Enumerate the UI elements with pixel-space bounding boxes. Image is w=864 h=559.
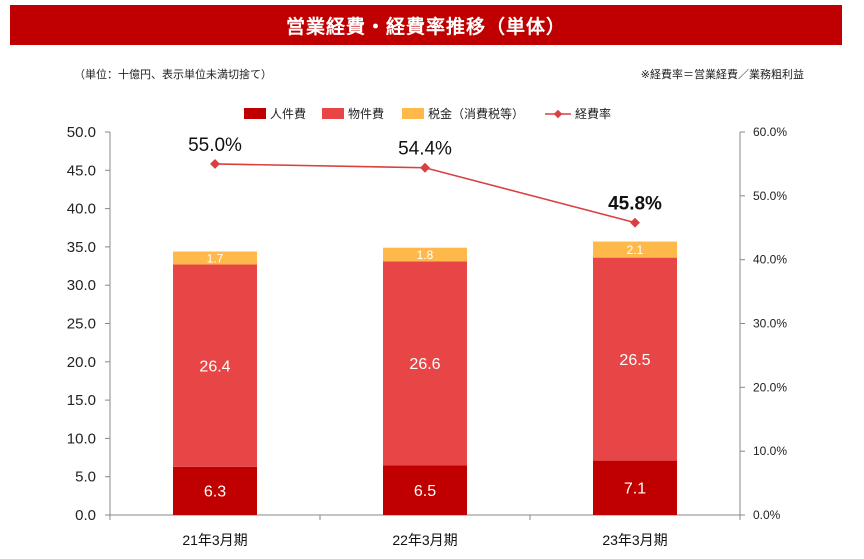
bar-value-label: 26.6: [409, 356, 440, 373]
bar-value-label: 1.7: [207, 251, 224, 265]
left-axis-tick-label: 10.0: [67, 430, 96, 447]
left-axis-tick-label: 40.0: [67, 201, 96, 218]
bar-value-label: 6.3: [204, 484, 226, 501]
ratio-point-marker: [420, 162, 430, 173]
right-axis-tick-label: 50.0%: [753, 189, 787, 203]
ratio-point-label: 54.4%: [398, 139, 452, 160]
right-axis-tick-label: 10.0%: [753, 444, 787, 458]
x-axis-category-label: 21年3月期: [182, 532, 247, 548]
left-axis-tick-label: 45.0: [67, 162, 96, 179]
left-axis-tick-label: 50.0: [67, 124, 96, 141]
bar-segment-personnel: [593, 460, 677, 515]
right-axis-tick-label: 0.0%: [753, 508, 781, 522]
left-axis-tick-label: 25.0: [67, 316, 96, 333]
ratio-definition-note: ※経費率＝営業経費／業務粗利益: [640, 68, 804, 81]
legend-label: 税金（消費税等）: [428, 106, 524, 121]
ratio-point-label: 55.0%: [188, 135, 242, 156]
ratio-point-marker: [630, 217, 640, 228]
legend-label: 経費率: [575, 106, 611, 121]
bar-segment-property: [593, 257, 677, 461]
ratio-point-marker: [210, 158, 220, 169]
unit-note: （単位：十億円、表示単位未満切捨て）: [74, 68, 272, 81]
right-axis-tick-label: 40.0%: [753, 253, 787, 267]
left-axis-tick-label: 20.0: [67, 354, 96, 371]
bar-value-label: 6.5: [414, 483, 436, 500]
left-axis-tick-label: 35.0: [67, 239, 96, 256]
bar-value-label: 1.8: [417, 248, 434, 262]
left-axis-tick-label: 5.0: [75, 469, 96, 486]
chart-legend: 人件費 物件費 税金（消費税等） 経費率: [244, 106, 611, 121]
x-axis-category-label: 23年3月期: [602, 532, 667, 548]
right-axis-tick-label: 20.0%: [753, 380, 787, 394]
left-axis-tick-label: 0.0: [75, 507, 96, 524]
left-axis-tick-label: 15.0: [67, 392, 96, 409]
left-axis-tick-label: 30.0: [67, 277, 96, 294]
legend-label: 人件費: [270, 106, 306, 121]
bar-value-label: 26.5: [619, 352, 650, 369]
bar-value-label: 26.4: [199, 358, 230, 375]
legend-swatch: [244, 108, 266, 119]
legend-swatch: [322, 108, 344, 119]
bar-segment-tax: [593, 241, 677, 258]
legend-marker: [553, 109, 563, 119]
bar-segment-property: [173, 264, 257, 467]
right-axis-tick-label: 30.0%: [753, 317, 787, 331]
bar-value-label: 2.1: [627, 243, 644, 257]
bar-segment-personnel: [383, 465, 467, 515]
bar-segment-tax: [173, 251, 257, 265]
legend-label: 物件費: [348, 106, 384, 121]
bar-segment-property: [383, 261, 467, 466]
chart-bars: 6.3 26.4 1.7 6.5 26.6 1.8 7.1 26.5 2.1: [173, 241, 677, 515]
chart-title-bar: 営業経費・経費率推移（単体）: [10, 5, 842, 45]
bar-segment-tax: [383, 247, 467, 262]
legend-swatch: [402, 108, 424, 119]
ratio-point-label: 45.8%: [608, 194, 662, 215]
bar-value-label: 7.1: [624, 481, 646, 498]
right-axis-tick-label: 60.0%: [753, 125, 787, 139]
ratio-line-group: 55.0% 54.4% 45.8%: [188, 135, 662, 228]
x-axis-category-label: 22年3月期: [392, 532, 457, 548]
ratio-line: [214, 163, 636, 224]
chart-axes: 0.0 5.0 10.0 15.0 20.0 25.0 30.0 35.0 40.0 45.0 50…: [67, 124, 788, 548]
bar-segment-personnel: [173, 466, 257, 515]
